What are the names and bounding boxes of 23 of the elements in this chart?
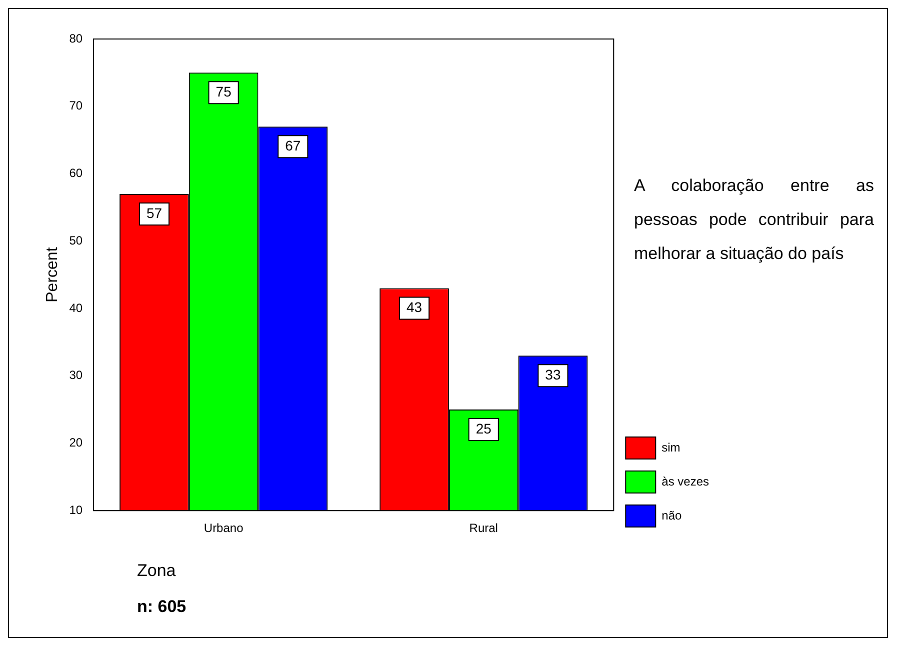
y-tick-label: 80 xyxy=(69,31,83,46)
y-tick-label: 40 xyxy=(69,300,83,315)
text: n: 605 xyxy=(137,597,186,617)
y-tick-label: 60 xyxy=(69,166,83,180)
legend-label: não xyxy=(662,508,682,522)
data-label: 75 xyxy=(216,84,232,100)
data-label: 33 xyxy=(545,366,561,383)
x-axis-title: Zona xyxy=(137,561,176,581)
data-label: 25 xyxy=(476,420,492,436)
y-tick-label: 50 xyxy=(69,233,83,248)
legend-label: às vezes xyxy=(662,474,710,488)
y-tick-label: 10 xyxy=(69,502,83,517)
y-tick-label: 70 xyxy=(69,98,83,113)
x-tick-label: Rural xyxy=(469,521,498,536)
y-axis-title: Percent xyxy=(44,246,62,302)
legend-title: A colaboração entre as pessoas pode contribuir para melhorar a situação do país xyxy=(634,175,874,265)
x-tick-label: Urbano xyxy=(204,521,244,536)
data-label: 57 xyxy=(146,204,162,221)
legend-label: sim xyxy=(662,440,680,454)
y-tick-label: 30 xyxy=(69,368,83,382)
data-label: 67 xyxy=(285,137,301,154)
y-tick-label: 20 xyxy=(69,436,83,450)
data-label: 43 xyxy=(406,299,422,316)
